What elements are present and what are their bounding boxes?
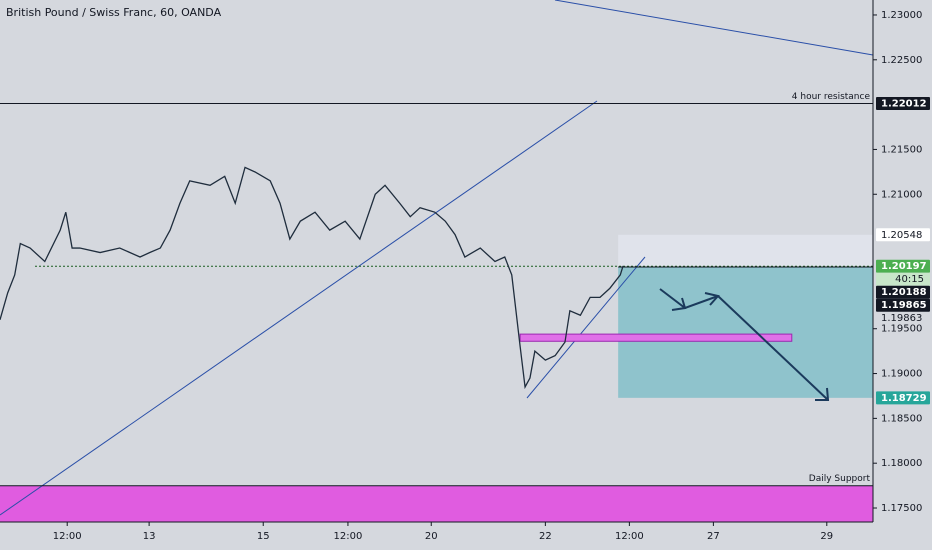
y-tick-label: 1.17500 bbox=[881, 503, 922, 514]
arrow-head bbox=[815, 387, 830, 401]
price-label: 1.18729 bbox=[881, 393, 927, 404]
price-label: 1.20197 bbox=[881, 261, 927, 272]
y-tick-label: 1.19000 bbox=[881, 369, 922, 380]
axes: 1.23000 1.22500 1.21500 1.21000 1.19500 1.190… bbox=[53, 10, 930, 542]
y-tick-label: 1.21000 bbox=[881, 189, 922, 200]
projection-arrows bbox=[659, 288, 830, 401]
plot: 4 hour resistance Daily Support bbox=[0, 92, 873, 487]
x-tick-label: 29 bbox=[820, 531, 833, 542]
countdown-box bbox=[876, 272, 930, 286]
price-label-box bbox=[876, 228, 930, 242]
y-tick-label: 1.18000 bbox=[881, 458, 922, 469]
y-tick-label: 1.23000 bbox=[881, 10, 922, 21]
price-label-box bbox=[876, 259, 930, 273]
price-label-box bbox=[876, 298, 930, 312]
countdown: 40:15 bbox=[895, 274, 924, 285]
trend-line bbox=[526, 256, 646, 399]
price-label: 1.19865 bbox=[881, 300, 927, 311]
arrow-head bbox=[671, 297, 687, 311]
level-annotation: 4 hour resistance bbox=[792, 92, 871, 102]
trend-line bbox=[0, 100, 598, 516]
arrow bbox=[717, 295, 829, 401]
zone bbox=[618, 234, 873, 268]
x-tick-label: 20 bbox=[425, 531, 438, 542]
trend-line bbox=[554, 0, 874, 56]
x-tick-label: 12:00 bbox=[615, 531, 644, 542]
price-line bbox=[0, 166, 624, 390]
x-tick-label: 12:00 bbox=[334, 531, 363, 542]
zone bbox=[519, 333, 793, 342]
chart-title: British Pound / Swiss Franc, 60, OANDA bbox=[6, 6, 222, 19]
x-tick-label: 22 bbox=[539, 531, 552, 542]
level-annotation: Daily Support bbox=[809, 474, 871, 484]
zone bbox=[618, 267, 873, 398]
y-tick-label: 1.21500 bbox=[881, 144, 922, 155]
x-tick-label: 15 bbox=[257, 531, 270, 542]
y-tick-label: 1.22500 bbox=[881, 55, 922, 66]
zone bbox=[0, 485, 873, 522]
price-label-box bbox=[876, 391, 930, 405]
price-label-box bbox=[876, 285, 930, 299]
price-label: 1.20188 bbox=[881, 287, 927, 298]
y-tick-label: 1.19500 bbox=[881, 324, 922, 335]
price-label: 1.20548 bbox=[881, 230, 922, 241]
price-label: 1.22012 bbox=[881, 99, 927, 110]
x-tick-label: 12:00 bbox=[53, 531, 82, 542]
price-label: 1.19863 bbox=[881, 313, 922, 324]
x-tick-label: 13 bbox=[143, 531, 156, 542]
price-label-box bbox=[876, 97, 930, 111]
y-tick-label: 1.18500 bbox=[881, 413, 922, 424]
x-tick-label: 27 bbox=[707, 531, 720, 542]
